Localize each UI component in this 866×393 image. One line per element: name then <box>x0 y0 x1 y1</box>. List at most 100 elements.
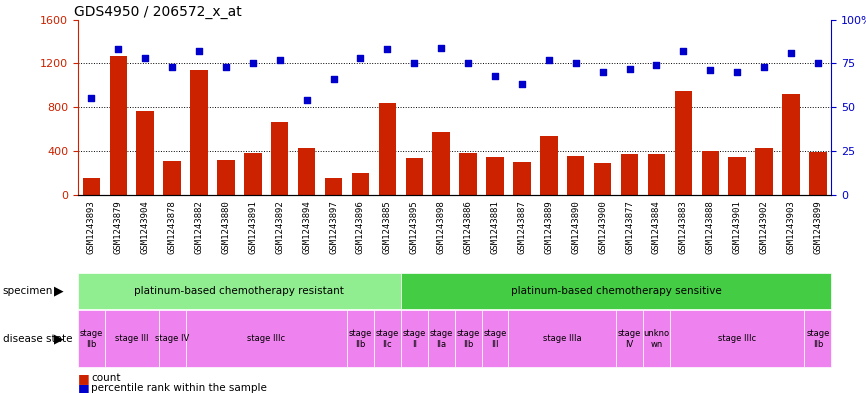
Text: GSM1243888: GSM1243888 <box>706 200 714 254</box>
Point <box>569 60 583 66</box>
Text: GSM1243877: GSM1243877 <box>625 200 634 254</box>
Bar <box>782 94 799 195</box>
Bar <box>401 310 428 367</box>
Text: GSM1243894: GSM1243894 <box>302 200 311 254</box>
Bar <box>701 151 719 195</box>
Bar <box>244 153 262 195</box>
Text: GSM1243899: GSM1243899 <box>813 200 823 254</box>
Bar <box>432 132 450 195</box>
Bar <box>621 154 638 195</box>
Point <box>85 95 99 101</box>
Text: ▶: ▶ <box>54 332 64 345</box>
Text: ▶: ▶ <box>54 284 64 298</box>
Text: stage IIIc: stage IIIc <box>247 334 286 343</box>
Point <box>462 60 475 66</box>
Text: stage
IIa: stage IIa <box>430 329 453 349</box>
Bar <box>164 161 181 195</box>
Text: GSM1243897: GSM1243897 <box>329 200 338 254</box>
Bar <box>805 310 831 367</box>
Point <box>407 60 421 66</box>
Point <box>219 64 233 70</box>
Bar <box>508 310 616 367</box>
Text: stage
III: stage III <box>483 329 507 349</box>
Text: GSM1243879: GSM1243879 <box>113 200 123 254</box>
Text: GSM1243885: GSM1243885 <box>383 200 392 254</box>
Bar <box>567 156 585 195</box>
Text: GSM1243898: GSM1243898 <box>436 200 446 254</box>
Text: GSM1243892: GSM1243892 <box>275 200 284 254</box>
Text: GSM1243880: GSM1243880 <box>222 200 230 254</box>
Bar <box>298 147 315 195</box>
Point <box>811 60 824 66</box>
Bar <box>809 152 827 195</box>
Text: stage
IIb: stage IIb <box>349 329 372 349</box>
Text: GSM1243896: GSM1243896 <box>356 200 365 254</box>
Bar <box>78 310 105 367</box>
Point <box>380 46 394 53</box>
Bar <box>374 310 401 367</box>
Bar <box>455 310 481 367</box>
Text: GSM1243889: GSM1243889 <box>545 200 553 254</box>
Text: ■: ■ <box>78 371 90 385</box>
Text: unkno
wn: unkno wn <box>643 329 669 349</box>
Point <box>273 57 287 63</box>
Text: specimen: specimen <box>3 286 53 296</box>
Text: GSM1243900: GSM1243900 <box>598 200 607 254</box>
Text: GSM1243890: GSM1243890 <box>572 200 580 254</box>
Text: stage
IIb: stage IIb <box>456 329 480 349</box>
Point <box>623 66 637 72</box>
Bar <box>105 310 158 367</box>
Point <box>434 44 448 51</box>
Text: GSM1243887: GSM1243887 <box>517 200 527 254</box>
Text: stage
IIb: stage IIb <box>806 329 830 349</box>
Bar <box>755 147 772 195</box>
Bar <box>191 70 208 195</box>
Point <box>596 69 610 75</box>
Text: GSM1243901: GSM1243901 <box>733 200 741 254</box>
Point <box>488 72 502 79</box>
Point <box>246 60 260 66</box>
Text: stage IIIc: stage IIIc <box>718 334 756 343</box>
Bar <box>728 157 746 195</box>
Text: GDS4950 / 206572_x_at: GDS4950 / 206572_x_at <box>74 5 242 18</box>
Point <box>139 55 152 61</box>
Text: stage
IV: stage IV <box>617 329 641 349</box>
Bar <box>616 310 643 367</box>
Point <box>112 46 126 53</box>
Text: GSM1243904: GSM1243904 <box>140 200 150 254</box>
Point <box>192 48 206 54</box>
Point <box>784 50 798 56</box>
Point <box>650 62 663 68</box>
Text: percentile rank within the sample: percentile rank within the sample <box>91 383 267 393</box>
Bar <box>514 162 531 195</box>
Bar <box>325 178 342 195</box>
Text: disease state: disease state <box>3 334 72 344</box>
Bar <box>378 103 396 195</box>
Text: platinum-based chemotherapy sensitive: platinum-based chemotherapy sensitive <box>511 286 721 296</box>
Bar <box>352 173 369 195</box>
Bar <box>158 310 185 367</box>
Text: GSM1243882: GSM1243882 <box>195 200 204 254</box>
Bar <box>347 310 374 367</box>
Text: count: count <box>91 373 120 383</box>
Text: stage
IIc: stage IIc <box>376 329 399 349</box>
Text: GSM1243884: GSM1243884 <box>652 200 661 254</box>
Point <box>542 57 556 63</box>
Text: stage IIIa: stage IIIa <box>543 334 582 343</box>
Bar <box>648 154 665 195</box>
Text: GSM1243895: GSM1243895 <box>410 200 419 254</box>
Text: stage IV: stage IV <box>155 334 190 343</box>
Bar <box>675 91 692 195</box>
Text: GSM1243893: GSM1243893 <box>87 200 96 254</box>
Bar <box>670 310 805 367</box>
Bar <box>594 163 611 195</box>
Bar <box>271 122 288 195</box>
Bar <box>185 310 347 367</box>
Text: GSM1243878: GSM1243878 <box>168 200 177 254</box>
Text: GSM1243881: GSM1243881 <box>490 200 500 254</box>
Bar <box>217 160 235 195</box>
Text: platinum-based chemotherapy resistant: platinum-based chemotherapy resistant <box>134 286 345 296</box>
Point <box>353 55 367 61</box>
Text: stage
IIb: stage IIb <box>80 329 103 349</box>
Text: GSM1243902: GSM1243902 <box>759 200 769 254</box>
